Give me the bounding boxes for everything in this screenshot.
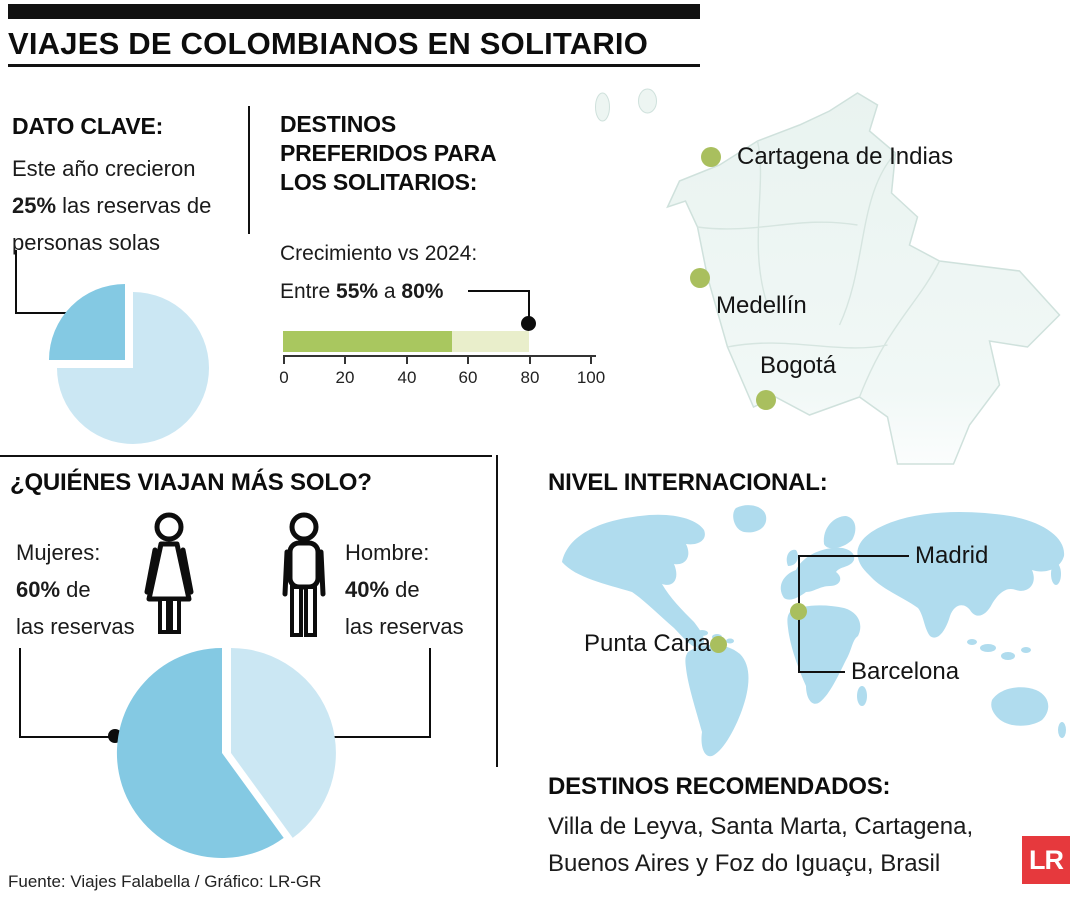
stat-60: 60% — [16, 577, 61, 602]
text-line: Este año crecieron — [12, 150, 211, 187]
axis-tick-label: 80 — [520, 368, 540, 387]
city-dot-bogota — [756, 390, 776, 410]
axis-tick — [344, 357, 346, 364]
city-label-madrid: Madrid — [915, 542, 989, 569]
text-line: personas solas — [12, 224, 211, 261]
range-annotation: Entre 55% a 80% — [280, 278, 443, 306]
callout-line-mujeres — [19, 648, 115, 738]
hombres-label: Hombre: 40% de las reservas — [345, 534, 464, 645]
pie1-slice-25 — [49, 284, 125, 360]
axis-tick — [283, 357, 285, 364]
axis-tick-label: 0 — [279, 368, 289, 387]
city-dot-medellin — [690, 268, 710, 288]
text-segment: personas solas — [12, 230, 160, 255]
quienes-heading: ¿QUIÉNES VIAJAN MÁS SOLO? — [10, 469, 372, 496]
callout-line-bar — [468, 290, 530, 322]
city-label-barcelona: Barcelona — [851, 658, 960, 685]
text-segment: Este año crecieron — [12, 156, 196, 181]
text-segment: las reservas — [345, 614, 464, 639]
city-dot-punta-cana — [710, 636, 727, 653]
stat-40: 40% — [345, 577, 390, 602]
text-line: 40% de — [345, 571, 464, 608]
world-map — [562, 505, 1066, 757]
divider-horizontal — [0, 455, 492, 457]
city-dot-cartagena — [701, 147, 721, 167]
pie1-slice-75 — [57, 292, 209, 444]
axis-tick — [406, 357, 408, 364]
stat-25: 25% — [12, 193, 57, 218]
pie2-slice-40 — [231, 648, 336, 838]
lr-logo: LR — [1022, 836, 1070, 884]
lr-logo-text: LR — [1029, 844, 1064, 875]
city-label-punta-cana: Punta Cana — [584, 630, 711, 657]
stat-55: 55% — [336, 280, 379, 303]
text-segment: a — [378, 280, 402, 303]
title-underline — [8, 64, 700, 67]
pie2-slice-60 — [116, 647, 284, 858]
text-segment: de — [60, 577, 91, 602]
woman-icon — [144, 512, 194, 634]
text-segment: Hombre: — [345, 540, 430, 565]
text-segment: las reservas — [16, 614, 135, 639]
colombia-landmass — [666, 92, 1061, 465]
text-line: Hombre: — [345, 534, 464, 571]
axis-tick-label: 100 — [576, 368, 606, 387]
department-borders — [697, 140, 941, 398]
city-dot-spain — [790, 603, 807, 620]
dato-clave-text: Este año crecieron 25% las reservas de p… — [12, 150, 211, 261]
island-shape — [638, 88, 657, 114]
bar-axis-line — [283, 355, 596, 357]
destinos-preferidos-heading: DESTINOS PREFERIDOS PARA LOS SOLITARIOS: — [280, 111, 496, 195]
page-title: VIAJES DE COLOMBIANOS EN SOLITARIO — [8, 26, 649, 61]
axis-tick — [467, 357, 469, 364]
mujeres-label: Mujeres: 60% de las reservas — [16, 534, 135, 645]
divider-vertical-top — [248, 106, 250, 234]
callout-line-hombres — [325, 648, 431, 738]
axis-tick-label: 20 — [335, 368, 355, 387]
text-line: las reservas — [16, 608, 135, 645]
text-line: 25% las reservas de — [12, 187, 211, 224]
bracket-line-bottom — [799, 671, 845, 673]
continents — [562, 505, 1066, 757]
city-label-medellin: Medellín — [716, 292, 807, 319]
text-line: las reservas — [345, 608, 464, 645]
island-shape — [595, 92, 610, 122]
text-segment: de — [389, 577, 420, 602]
bar-dark-55 — [283, 331, 452, 352]
text-segment: las reservas de — [56, 193, 212, 218]
axis-tick — [590, 357, 592, 364]
callout-line-pie1 — [15, 250, 73, 314]
text-segment: Entre — [280, 280, 337, 303]
text-line: Mujeres: — [16, 534, 135, 571]
crecimiento-subtitle: Crecimiento vs 2024: — [280, 242, 478, 265]
top-accent-bar — [8, 4, 700, 19]
text-line: 60% de — [16, 571, 135, 608]
city-label-bogota: Bogotá — [760, 352, 837, 379]
source-credit: Fuente: Viajes Falabella / Gráfico: LR-G… — [8, 872, 322, 891]
city-label-cartagena: Cartagena de Indias — [737, 143, 954, 170]
stat-80: 80% — [401, 280, 444, 303]
colombia-map — [595, 88, 1061, 465]
axis-tick-label: 60 — [458, 368, 478, 387]
axis-tick-label: 40 — [397, 368, 417, 387]
text-segment: Mujeres: — [16, 540, 101, 565]
bracket-line-top — [799, 555, 909, 557]
divider-vertical-bottom — [496, 455, 498, 767]
dato-clave-heading: DATO CLAVE: — [12, 113, 164, 139]
axis-tick — [529, 357, 531, 364]
text-line: Buenos Aires y Foz do Iguaçu, Brasil — [548, 850, 941, 877]
nivel-internacional-heading: NIVEL INTERNACIONAL: — [548, 469, 828, 496]
destinos-recomendados-text: Villa de Leyva, Santa Marta, Cartagena, … — [548, 808, 973, 882]
man-icon — [282, 512, 326, 637]
pie-chart-gender — [116, 647, 336, 858]
callout-dot-bar — [521, 316, 536, 331]
pie-chart-solo-reservations — [49, 284, 209, 444]
text-line: Villa de Leyva, Santa Marta, Cartagena, — [548, 813, 974, 840]
destinos-recomendados-heading: DESTINOS RECOMENDADOS: — [548, 773, 891, 800]
